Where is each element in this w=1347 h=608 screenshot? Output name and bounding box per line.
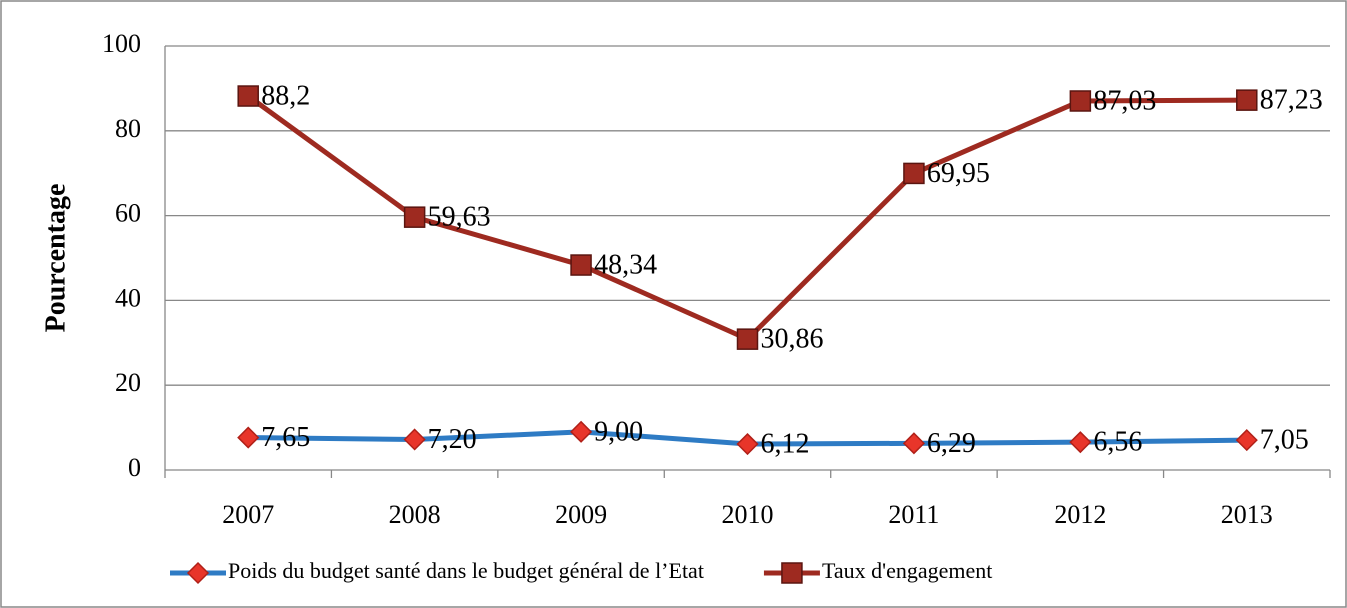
y-tick-label: 100 [102, 29, 141, 58]
y-tick-label: 20 [115, 368, 141, 397]
data-label: 87,03 [1093, 85, 1156, 116]
data-label: 7,20 [428, 424, 477, 455]
data-label: 87,23 [1260, 85, 1323, 116]
data-label: 48,34 [594, 249, 657, 280]
marker [403, 206, 426, 228]
data-label: 30,86 [761, 324, 824, 355]
marker [1069, 90, 1092, 112]
y-axis-label: Pourcentage [40, 184, 71, 333]
marker [570, 420, 593, 443]
marker [1235, 429, 1258, 452]
marker [902, 432, 925, 455]
marker [781, 562, 803, 584]
data-label: 7,05 [1260, 425, 1309, 456]
y-tick-label: 40 [115, 283, 141, 312]
data-label: 9,00 [594, 416, 643, 447]
marker [186, 561, 210, 585]
data-label: 6,56 [1093, 427, 1142, 458]
marker [736, 432, 759, 456]
y-tick-label: 0 [128, 453, 141, 482]
marker [736, 328, 759, 350]
legend-label: Taux d'engagement [822, 558, 992, 583]
y-tick-label: 80 [115, 114, 141, 143]
marker [237, 85, 259, 107]
x-tick-label: 2013 [1221, 500, 1273, 529]
x-tick-label: 2012 [1054, 500, 1106, 529]
legend-label: Poids du budget santé dans le budget gén… [228, 558, 704, 583]
marker [237, 426, 260, 449]
x-tick-label: 2011 [888, 500, 939, 529]
data-label: 59,63 [428, 202, 491, 233]
data-label: 7,65 [261, 422, 310, 453]
marker [1069, 431, 1092, 454]
x-tick-label: 2007 [222, 500, 274, 529]
data-label: 6,29 [927, 428, 976, 459]
y-tick-label: 60 [115, 199, 141, 228]
marker [570, 254, 592, 276]
x-tick-label: 2009 [555, 500, 607, 529]
data-label: 6,12 [761, 428, 810, 459]
x-tick-label: 2008 [389, 500, 441, 529]
data-label: 69,95 [927, 158, 990, 189]
marker [1236, 89, 1258, 111]
marker [903, 162, 925, 185]
marker [403, 428, 426, 451]
data-label: 88,2 [261, 80, 310, 111]
x-tick-label: 2010 [722, 500, 774, 529]
